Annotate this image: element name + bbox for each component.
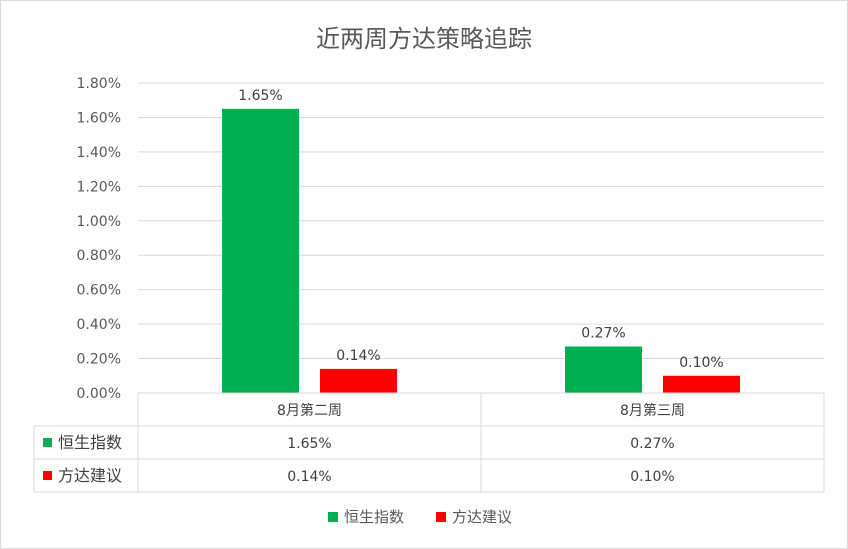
bar xyxy=(663,375,740,393)
legend-swatch xyxy=(436,512,446,522)
bar xyxy=(320,368,397,393)
chart-title: 近两周方达策略追踪 xyxy=(316,25,532,53)
table-cell: 0.14% xyxy=(287,469,331,485)
y-tick-label: 0.20% xyxy=(77,352,121,368)
table-row-header: 恒生指数 xyxy=(58,433,122,452)
table-cell: 0.27% xyxy=(630,436,674,452)
x-tick-label: 8月第三周 xyxy=(620,402,685,419)
bars xyxy=(222,108,740,393)
data-label: 1.65% xyxy=(238,88,282,104)
table-row-header: 方达建议 xyxy=(58,466,122,485)
legend-label: 恒生指数 xyxy=(344,508,404,526)
data-label: 0.10% xyxy=(679,355,723,371)
y-tick-label: 1.00% xyxy=(77,214,121,230)
data-labels: 1.65% 0.27% 0.14% 0.10% xyxy=(238,88,723,371)
table-legend-key xyxy=(43,471,52,480)
data-label: 0.27% xyxy=(581,326,625,342)
data-label: 0.14% xyxy=(336,348,380,364)
table-cell: 1.65% xyxy=(287,436,331,452)
legend-label: 方达建议 xyxy=(452,508,512,526)
bar xyxy=(222,108,299,393)
y-tick-label: 1.60% xyxy=(77,110,121,126)
y-axis-tick-labels: 0.00% 0.20% 0.40% 0.60% 0.80% 1.00% 1.20% 1.40%… xyxy=(77,76,121,402)
x-tick-label: 8月第二周 xyxy=(277,402,342,419)
y-tick-label: 0.40% xyxy=(77,317,121,333)
table-cell: 0.10% xyxy=(630,469,674,485)
y-tick-label: 0.00% xyxy=(77,386,121,402)
y-tick-label: 1.80% xyxy=(77,76,121,92)
y-tick-label: 0.60% xyxy=(77,283,121,299)
table-legend-key xyxy=(43,438,52,447)
legend: 恒生指数 方达建议 xyxy=(328,508,512,526)
y-tick-label: 1.40% xyxy=(77,145,121,161)
bar xyxy=(565,346,642,393)
y-tick-label: 0.80% xyxy=(77,248,121,264)
y-tick-label: 1.20% xyxy=(77,179,121,195)
legend-swatch xyxy=(328,512,338,522)
